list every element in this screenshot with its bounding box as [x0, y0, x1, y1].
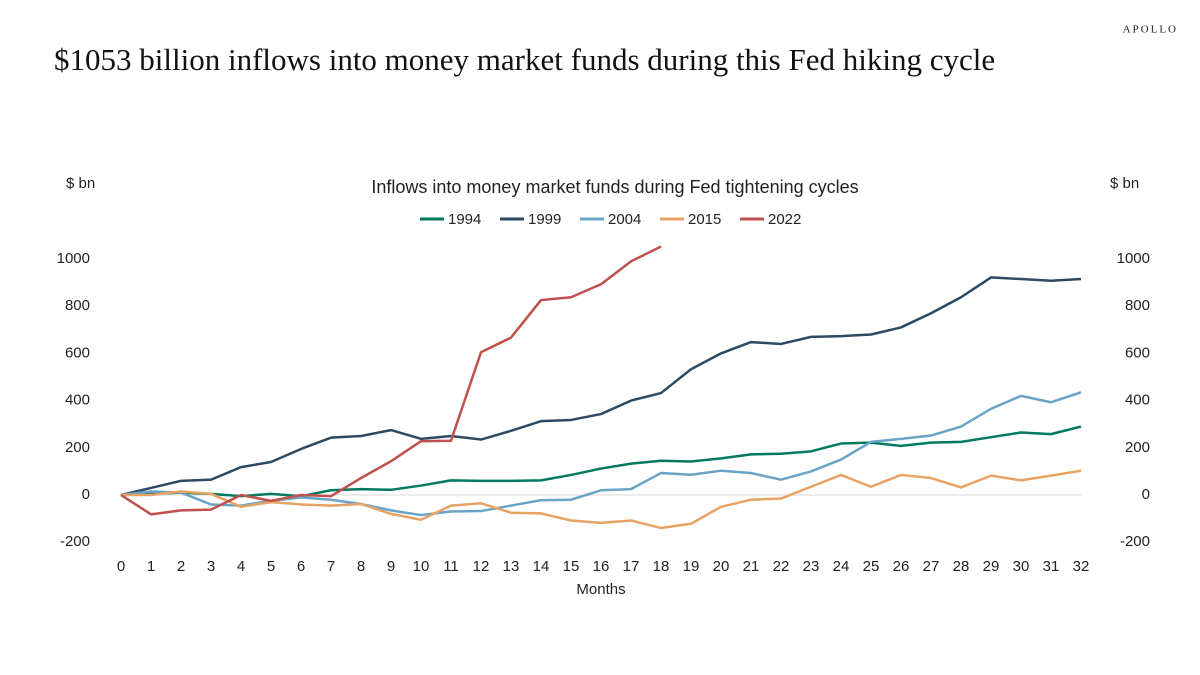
y-tick-label: 400 — [65, 392, 90, 409]
y2-tick-label: 400 — [1125, 392, 1150, 409]
x-tick-label: 22 — [773, 558, 790, 575]
legend-label: 2004 — [608, 211, 641, 228]
series-line — [121, 469, 1082, 530]
y2-axis-label: $ bn — [1110, 175, 1139, 192]
x-tick-label: 29 — [983, 558, 1000, 575]
x-tick-label: 23 — [803, 558, 820, 575]
brand: APOLLO — [1123, 24, 1178, 36]
x-tick-label: 30 — [1013, 558, 1030, 575]
x-tick-label: 20 — [713, 558, 730, 575]
x-tick-label: 28 — [953, 558, 970, 575]
y-tick-label: 200 — [65, 439, 90, 456]
x-tick-label: 12 — [473, 558, 490, 575]
x-tick-label: 13 — [503, 558, 520, 575]
x-tick-label: 25 — [863, 558, 880, 575]
y-tick-label: 600 — [65, 344, 90, 361]
series-line — [120, 391, 1082, 517]
x-tick-label: 19 — [683, 558, 700, 575]
y-tick-label: 1000 — [57, 250, 90, 267]
y2-tick-label: 0 — [1142, 486, 1150, 503]
x-tick-label: 14 — [533, 558, 550, 575]
y-tick-label: 0 — [82, 486, 90, 503]
x-tick-label: 8 — [357, 558, 365, 575]
x-tick-label: 3 — [207, 558, 215, 575]
x-tick-label: 1 — [147, 558, 155, 575]
x-tick-label: 24 — [833, 558, 850, 575]
x-tick-label: 15 — [563, 558, 580, 575]
y2-tick-label: -200 — [1120, 533, 1150, 550]
y2-tick-label: 800 — [1125, 297, 1150, 314]
series-line — [120, 276, 1082, 497]
x-tick-label: 7 — [327, 558, 335, 575]
x-tick-label: 2 — [177, 558, 185, 575]
x-tick-label: 16 — [593, 558, 610, 575]
x-tick-label: 4 — [237, 558, 245, 575]
x-tick-label: 27 — [923, 558, 940, 575]
x-tick-label: 32 — [1073, 558, 1090, 575]
series-line — [120, 425, 1082, 498]
x-tick-label: 26 — [893, 558, 910, 575]
x-tick-label: 5 — [267, 558, 275, 575]
x-tick-label: 6 — [297, 558, 305, 575]
y2-tick-label: 600 — [1125, 344, 1150, 361]
x-tick-label: 17 — [623, 558, 640, 575]
legend-label: 2015 — [688, 211, 721, 228]
y-tick-label: -200 — [60, 533, 90, 550]
y-axis-label: $ bn — [66, 175, 95, 192]
x-tick-label: 0 — [117, 558, 125, 575]
headline: $1053 billion inflows into money market … — [54, 42, 995, 77]
y2-tick-label: 200 — [1125, 439, 1150, 456]
x-tick-label: 10 — [413, 558, 430, 575]
chart-title: Inflows into money market funds during F… — [371, 177, 858, 197]
x-tick-label: 11 — [443, 558, 459, 575]
x-tick-label: 18 — [653, 558, 670, 575]
legend-label: 2022 — [768, 211, 801, 228]
y-tick-label: 800 — [65, 297, 90, 314]
x-tick-label: 21 — [743, 558, 760, 575]
legend-label: 1999 — [528, 211, 561, 228]
legend-label: 1994 — [448, 211, 481, 228]
x-tick-label: 31 — [1043, 558, 1060, 575]
x-axis-label: Months — [576, 581, 625, 598]
y2-tick-label: 1000 — [1117, 250, 1150, 267]
x-tick-label: 9 — [387, 558, 395, 575]
series-line — [120, 245, 662, 516]
